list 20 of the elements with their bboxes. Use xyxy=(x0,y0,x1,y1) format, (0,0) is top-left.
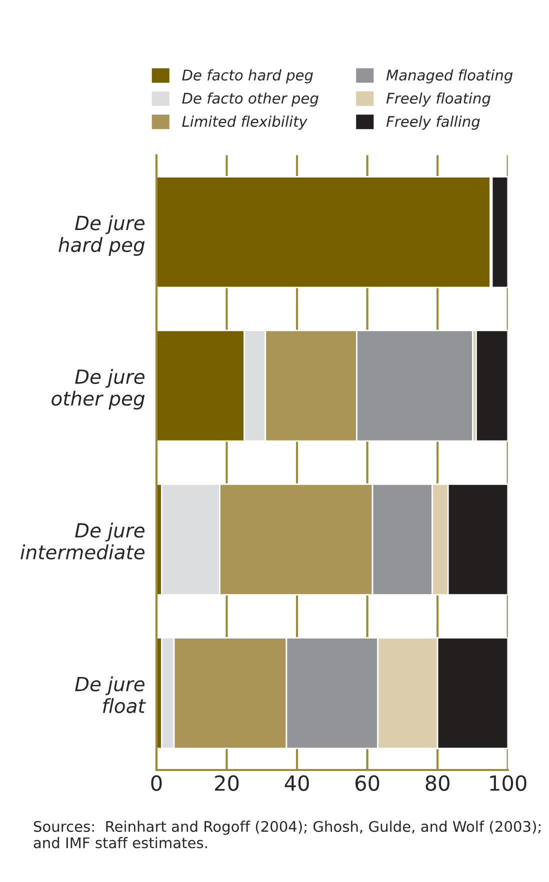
x-tick-label: 20 xyxy=(215,775,239,791)
legend-label: Managed floating xyxy=(386,69,513,84)
y-tick-label: De jure hard peg xyxy=(58,215,145,256)
x-tick-label: 40 xyxy=(284,775,309,791)
x-tick-label: 100 xyxy=(490,775,526,791)
source-note: Sources: Reinhart and Rogoff (2004); Ghosh, Gulde, and Wolf (2003); and IMF staff estimates. xyxy=(34,820,540,848)
bar xyxy=(156,176,491,288)
x-tick-label: 80 xyxy=(426,775,450,791)
legend-label: De facto other peg xyxy=(182,92,318,107)
x-tick-label: 0 xyxy=(151,775,162,791)
x-tick-label: 60 xyxy=(355,775,380,791)
y-tick-label: De jure float xyxy=(75,676,146,714)
y-tick-label: De jure intermediate xyxy=(20,522,144,560)
legend-label: De facto hard peg xyxy=(182,69,313,84)
legend-label: Limited flexibility xyxy=(182,116,308,130)
y-tick-label: De jure other peg xyxy=(52,368,145,410)
legend-label: Freely floating xyxy=(386,92,490,107)
bar xyxy=(491,176,508,288)
bar xyxy=(476,330,508,442)
legend-label: Freely falling xyxy=(386,116,480,130)
